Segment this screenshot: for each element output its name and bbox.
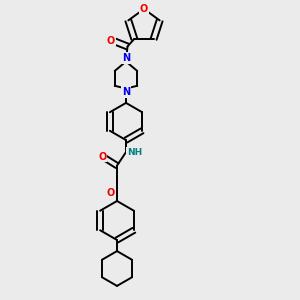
Text: O: O <box>140 4 148 14</box>
Text: O: O <box>106 188 115 198</box>
Text: N: N <box>122 87 130 97</box>
Text: O: O <box>98 152 107 162</box>
Text: O: O <box>107 36 115 46</box>
Text: N: N <box>122 53 130 63</box>
Text: NH: NH <box>127 148 142 157</box>
